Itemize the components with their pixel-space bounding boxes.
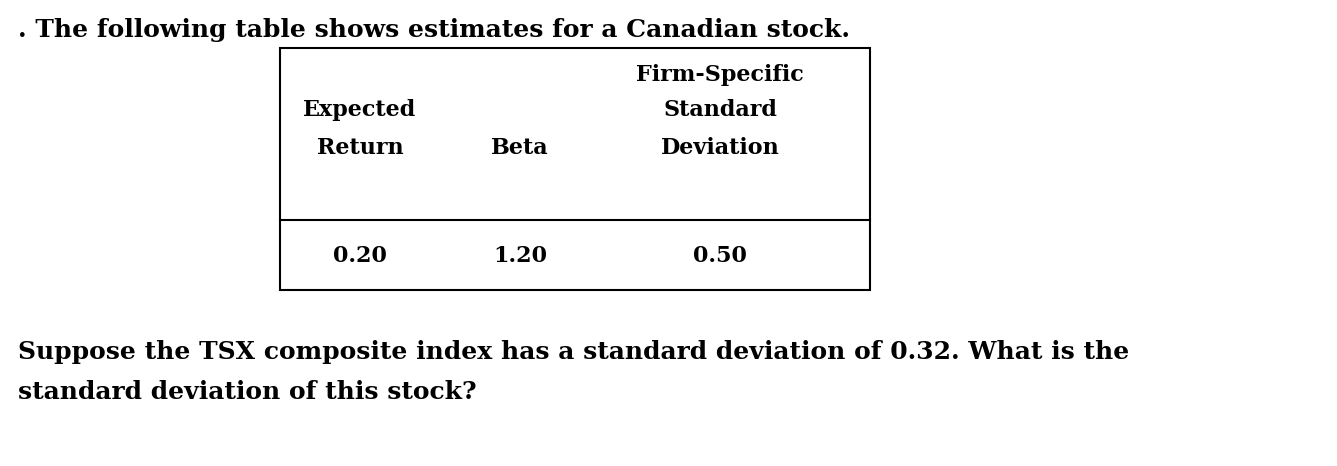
Text: 0.50: 0.50 <box>693 245 747 267</box>
Text: Expected: Expected <box>303 99 417 121</box>
Bar <box>279 48 870 290</box>
Text: Standard: Standard <box>663 99 777 121</box>
Text: Return: Return <box>317 137 404 159</box>
Text: Firm-Specific: Firm-Specific <box>636 64 804 86</box>
Text: . The following table shows estimates for a Canadian stock.: . The following table shows estimates fo… <box>17 18 850 42</box>
Text: Deviation: Deviation <box>660 137 779 159</box>
Text: 1.20: 1.20 <box>493 245 547 267</box>
Text: 0.20: 0.20 <box>333 245 386 267</box>
Text: standard deviation of this stock?: standard deviation of this stock? <box>17 380 476 404</box>
Text: Beta: Beta <box>491 137 548 159</box>
Text: Suppose the TSX composite index has a standard deviation of 0.32. What is the: Suppose the TSX composite index has a st… <box>17 340 1130 364</box>
